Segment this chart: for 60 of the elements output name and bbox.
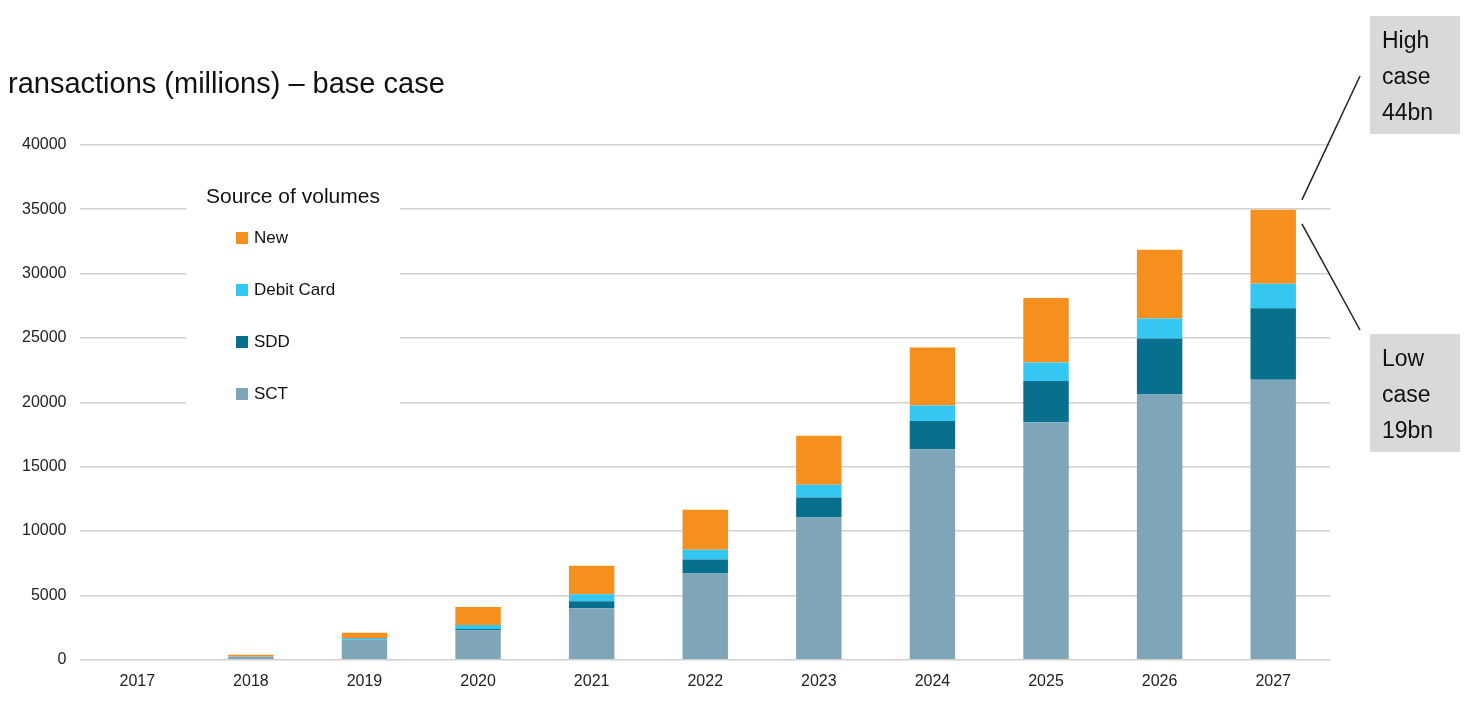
x-tick-label: 2018: [233, 671, 269, 689]
x-tick-label: 2021: [573, 671, 610, 689]
y-tick-label: 5000: [30, 585, 67, 603]
bar: [1023, 381, 1069, 423]
bar: [1250, 379, 1296, 660]
bar: [1023, 422, 1069, 660]
bar: [1136, 318, 1183, 339]
x-tick-label: 2026: [1141, 671, 1178, 689]
bar: [568, 601, 615, 609]
bar: [796, 484, 842, 498]
bar: [568, 565, 615, 595]
bar: [682, 549, 728, 560]
x-tick-label: 2020: [460, 671, 496, 689]
x-tick-label: 2019: [346, 671, 383, 689]
bar: [909, 449, 956, 660]
bar: [568, 594, 615, 602]
legend-label: SCT: [254, 384, 288, 404]
bar: [455, 630, 501, 660]
bar: [1250, 308, 1296, 380]
bar: [455, 607, 501, 626]
bar: [796, 435, 842, 485]
legend-label: SDD: [254, 332, 290, 352]
bar: [909, 405, 956, 421]
bar: [568, 608, 615, 660]
x-tick-label: 2025: [1028, 671, 1064, 689]
bar: [1136, 394, 1183, 660]
y-tick-label: 40000: [21, 135, 67, 153]
chart-title: ransactions (millions) – base case: [8, 67, 445, 100]
bar: [1023, 362, 1069, 382]
text: High case 44bn: [1382, 27, 1434, 126]
bar: [682, 573, 728, 660]
bar: [1136, 338, 1183, 395]
bar: [341, 639, 388, 660]
y-tick-label: 0: [57, 650, 67, 668]
x-tick-label: 2017: [119, 671, 156, 689]
y-tick-label: 15000: [21, 457, 67, 475]
y-tick-label: 20000: [21, 392, 67, 410]
bar: [1023, 298, 1069, 363]
y-tick-label: 35000: [21, 199, 67, 217]
bar: [909, 347, 956, 406]
bar: [1136, 249, 1183, 319]
y-tick-label: 10000: [21, 521, 67, 539]
bar: [682, 509, 728, 550]
x-tick-label: 2027: [1255, 671, 1292, 689]
bar: [909, 420, 956, 450]
x-tick-label: 2022: [687, 671, 724, 689]
x-tick-label: 2024: [914, 671, 951, 689]
x-tick-label: 2023: [801, 671, 837, 689]
legend-label: New: [254, 228, 289, 248]
bar: [341, 632, 388, 638]
bar: [796, 517, 842, 660]
bar: [682, 559, 728, 574]
y-tick-label: 25000: [21, 328, 67, 346]
legend-title: Source of volumes: [206, 184, 380, 208]
bar: [796, 497, 842, 518]
text: Low case 19bn: [1382, 345, 1434, 444]
bar: [1250, 283, 1296, 309]
legend-label: Debit Card: [254, 280, 336, 300]
bar: [1250, 209, 1296, 284]
y-tick-label: 30000: [21, 263, 67, 281]
